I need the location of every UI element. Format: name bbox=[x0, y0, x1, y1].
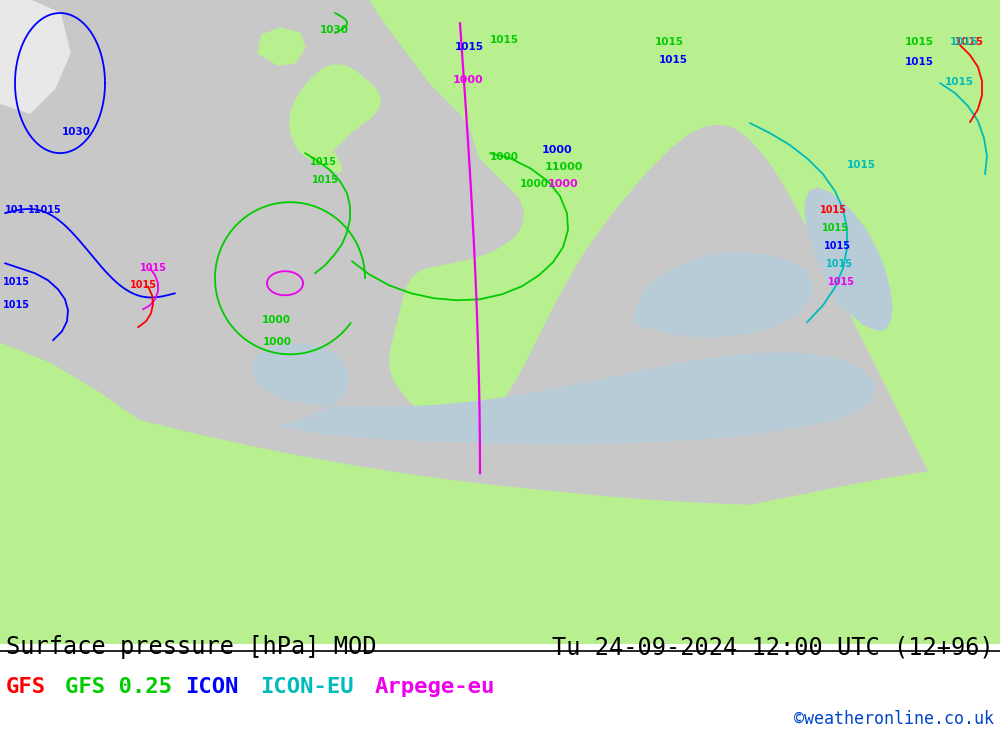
Text: ICON-EU: ICON-EU bbox=[260, 677, 354, 697]
Text: 11015: 11015 bbox=[28, 205, 62, 216]
Text: 11000: 11000 bbox=[545, 162, 583, 172]
Text: 1015: 1015 bbox=[659, 55, 688, 65]
Polygon shape bbox=[0, 0, 70, 113]
Text: 1015: 1015 bbox=[905, 57, 934, 67]
Text: 101: 101 bbox=[5, 205, 25, 216]
Text: 1015: 1015 bbox=[312, 175, 339, 185]
Polygon shape bbox=[805, 188, 892, 331]
Text: 1015: 1015 bbox=[3, 277, 30, 287]
Text: 1015: 1015 bbox=[955, 37, 984, 47]
Text: 1000: 1000 bbox=[263, 337, 292, 347]
Text: 1015: 1015 bbox=[824, 241, 851, 251]
Text: 1000: 1000 bbox=[262, 315, 291, 325]
Text: 1015: 1015 bbox=[310, 157, 337, 167]
Text: 1000: 1000 bbox=[520, 179, 549, 189]
Text: 1015: 1015 bbox=[905, 37, 934, 47]
Text: 1015: 1015 bbox=[822, 224, 849, 233]
Text: 1015: 1015 bbox=[655, 37, 684, 47]
Text: Tu 24-09-2024 12:00 UTC (12+96): Tu 24-09-2024 12:00 UTC (12+96) bbox=[552, 636, 994, 660]
Text: 1030: 1030 bbox=[320, 25, 349, 35]
Text: GFS: GFS bbox=[6, 677, 46, 697]
Text: 1015: 1015 bbox=[455, 42, 484, 52]
Polygon shape bbox=[370, 0, 1000, 614]
Text: ICON: ICON bbox=[185, 677, 239, 697]
Polygon shape bbox=[290, 65, 380, 172]
Text: 1015: 1015 bbox=[826, 259, 853, 269]
Text: Arpege-eu: Arpege-eu bbox=[375, 677, 495, 697]
Text: 1015: 1015 bbox=[3, 301, 30, 310]
Text: 1015: 1015 bbox=[140, 263, 167, 273]
Text: 1015: 1015 bbox=[847, 160, 876, 170]
Text: 1000: 1000 bbox=[542, 145, 573, 155]
Polygon shape bbox=[0, 343, 1000, 644]
Polygon shape bbox=[258, 28, 305, 65]
Text: 1015: 1015 bbox=[950, 37, 979, 47]
Text: 1030: 1030 bbox=[62, 127, 91, 137]
Text: 1015: 1015 bbox=[820, 205, 847, 216]
Text: 1015: 1015 bbox=[945, 77, 974, 87]
Text: ©weatheronline.co.uk: ©weatheronline.co.uk bbox=[794, 710, 994, 728]
Text: 1015: 1015 bbox=[828, 277, 855, 287]
Polygon shape bbox=[252, 345, 875, 443]
Text: 1015: 1015 bbox=[490, 35, 519, 45]
Text: 1000: 1000 bbox=[453, 75, 484, 85]
Text: 1000: 1000 bbox=[490, 152, 519, 162]
Polygon shape bbox=[0, 381, 1000, 644]
Polygon shape bbox=[635, 253, 813, 336]
Text: Surface pressure [hPa] MOD: Surface pressure [hPa] MOD bbox=[6, 636, 376, 660]
Text: 1000: 1000 bbox=[548, 179, 579, 189]
Text: GFS 0.25: GFS 0.25 bbox=[65, 677, 172, 697]
Text: 1015: 1015 bbox=[130, 280, 157, 290]
